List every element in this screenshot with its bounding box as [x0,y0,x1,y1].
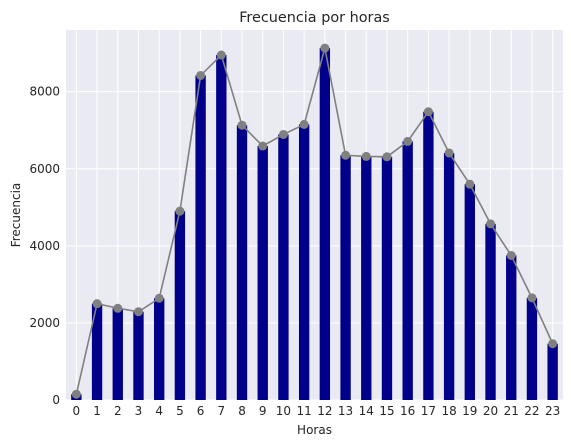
bar-hour-14 [361,156,371,400]
chart-title: Frecuencia por horas [239,10,390,26]
point-hour-3 [134,307,143,316]
x-tick-label: 17 [421,404,436,418]
point-hour-1 [93,299,102,308]
bar-hour-19 [465,184,475,400]
y-tick-label: 0 [52,393,60,407]
x-tick-label: 18 [441,404,456,418]
bar-hour-16 [403,141,413,400]
x-tick-label: 20 [483,404,498,418]
x-tick-label: 6 [197,404,205,418]
bar-hour-5 [175,211,185,400]
y-tick-label: 6000 [29,162,60,176]
y-tick-label: 2000 [29,316,60,330]
x-tick-label: 13 [338,404,353,418]
y-tick-labels: 0 2000 4000 6000 8000 [29,85,60,407]
point-hour-14 [362,152,371,161]
x-tick-label: 19 [462,404,477,418]
x-tick-label: 4 [155,404,163,418]
point-hour-10 [279,130,288,139]
point-hour-7 [217,51,226,60]
point-hour-11 [300,120,309,129]
x-tick-label: 10 [276,404,291,418]
point-hour-18 [445,148,454,157]
bar-hour-2 [113,308,123,400]
point-hour-23 [548,339,557,348]
x-tick-label: 11 [297,404,312,418]
bar-hour-8 [237,125,247,400]
x-tick-label: 21 [504,404,519,418]
bar-hour-4 [154,298,164,400]
point-hour-17 [424,107,433,116]
x-tick-label: 0 [73,404,81,418]
point-hour-15 [382,152,391,161]
x-tick-label: 2 [114,404,122,418]
bar-hour-18 [444,153,454,400]
point-hour-2 [113,304,122,313]
bar-hour-12 [320,48,330,400]
x-tick-label: 15 [379,404,394,418]
x-tick-label: 9 [259,404,267,418]
x-tick-label: 7 [217,404,225,418]
point-hour-4 [155,294,164,303]
bar-hour-17 [423,112,433,400]
bar-hour-20 [485,224,495,400]
x-tick-label: 5 [176,404,184,418]
bar-hour-21 [506,255,516,400]
x-tick-label: 22 [524,404,539,418]
bar-hour-6 [195,75,205,400]
x-axis-label: Horas [297,423,332,437]
point-hour-0 [72,390,81,399]
bar-hour-11 [299,124,309,400]
x-tick-label: 8 [238,404,246,418]
x-tick-label: 3 [135,404,143,418]
point-hour-8 [238,121,247,130]
x-tick-label: 14 [359,404,374,418]
bar-hour-10 [278,134,288,400]
x-tick-label: 16 [400,404,415,418]
x-tick-label: 23 [545,404,560,418]
point-hour-22 [527,293,536,302]
bar-hour-15 [382,157,392,400]
point-hour-6 [196,71,205,80]
point-hour-9 [258,142,267,151]
point-hour-12 [320,44,329,53]
point-hour-20 [486,219,495,228]
bar-hour-22 [527,298,537,400]
x-tick-label: 12 [317,404,332,418]
bar-hour-23 [547,344,557,400]
bar-hour-7 [216,55,226,400]
point-hour-13 [341,151,350,160]
x-tick-label: 1 [93,404,101,418]
point-hour-5 [175,207,184,216]
y-tick-label: 4000 [29,239,60,253]
point-hour-21 [507,251,516,260]
y-axis-label: Frecuencia [9,183,23,248]
point-hour-19 [465,180,474,189]
bar-hour-13 [340,155,350,400]
bar-hour-9 [258,146,268,400]
point-hour-16 [403,137,412,146]
x-tick-labels: 0 1 2 3 4 5 6 7 8 9 10 11 12 13 14 15 16 17 18 19 20 21 22 23 [73,404,561,418]
y-tick-label: 8000 [29,85,60,99]
bar-hour-3 [133,312,143,400]
